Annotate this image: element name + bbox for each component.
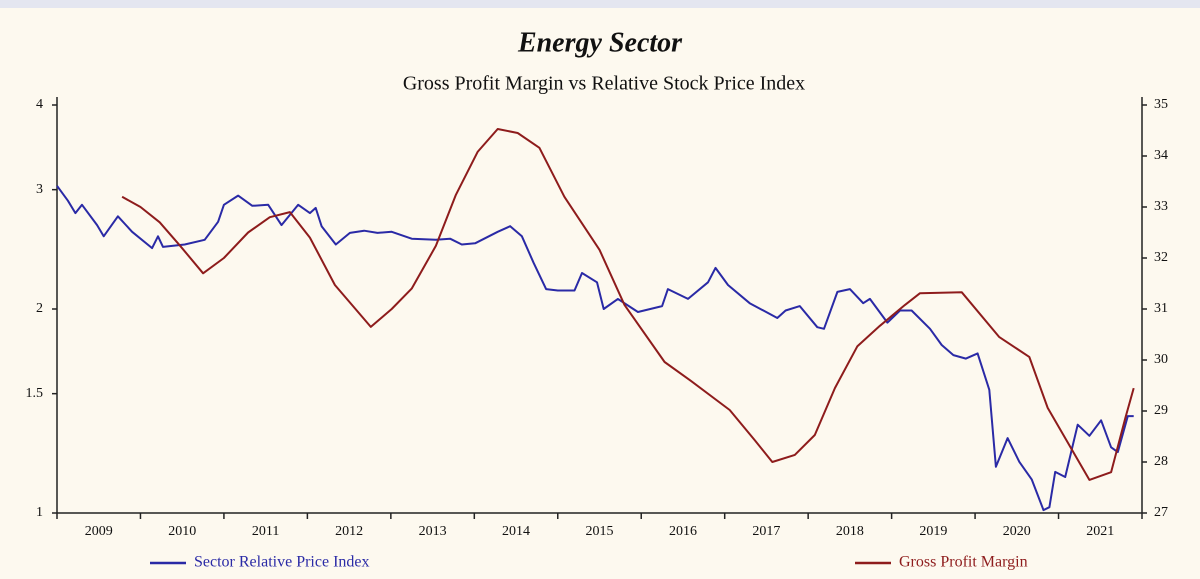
y2-tick-label: 28 [1154,454,1168,469]
chart-subtitle: Gross Profit Margin vs Relative Stock Pr… [403,73,805,95]
x-tick-label: 2019 [919,524,947,539]
x-tick-label: 2020 [1003,524,1031,539]
x-tick-label: 2009 [85,524,113,539]
y-tick-label: 4 [36,97,43,112]
x-tick-label: 2021 [1086,524,1114,539]
y2-tick-label: 35 [1154,97,1168,112]
x-tick-label: 2011 [252,524,279,539]
chart-title: Energy Sector [517,27,683,58]
legend-label: Gross Profit Margin [899,554,1028,571]
x-tick-label: 2016 [669,524,697,539]
x-tick-label: 2013 [419,524,447,539]
x-tick-label: 2010 [168,524,196,539]
y-tick-label: 2 [36,301,43,316]
y2-tick-label: 33 [1154,199,1168,214]
top-strip [0,0,1200,8]
y2-tick-label: 27 [1154,505,1168,520]
y2-tick-label: 32 [1154,250,1168,265]
series-line [121,128,1135,481]
x-tick-label: 2012 [335,524,363,539]
x-tick-label: 2015 [586,524,614,539]
y-tick-label: 3 [36,182,43,197]
y2-tick-label: 34 [1154,148,1168,163]
x-tick-label: 2017 [752,524,780,539]
legend-label: Sector Relative Price Index [194,554,370,571]
series-line [56,185,1134,512]
y-tick-label: 1 [36,505,43,520]
x-tick-label: 2014 [502,524,530,539]
x-tick-label: 2018 [836,524,864,539]
y2-tick-label: 30 [1154,352,1168,367]
y2-tick-label: 31 [1154,301,1168,316]
y2-tick-label: 29 [1154,403,1168,418]
y-tick-label: 1.5 [26,386,44,401]
